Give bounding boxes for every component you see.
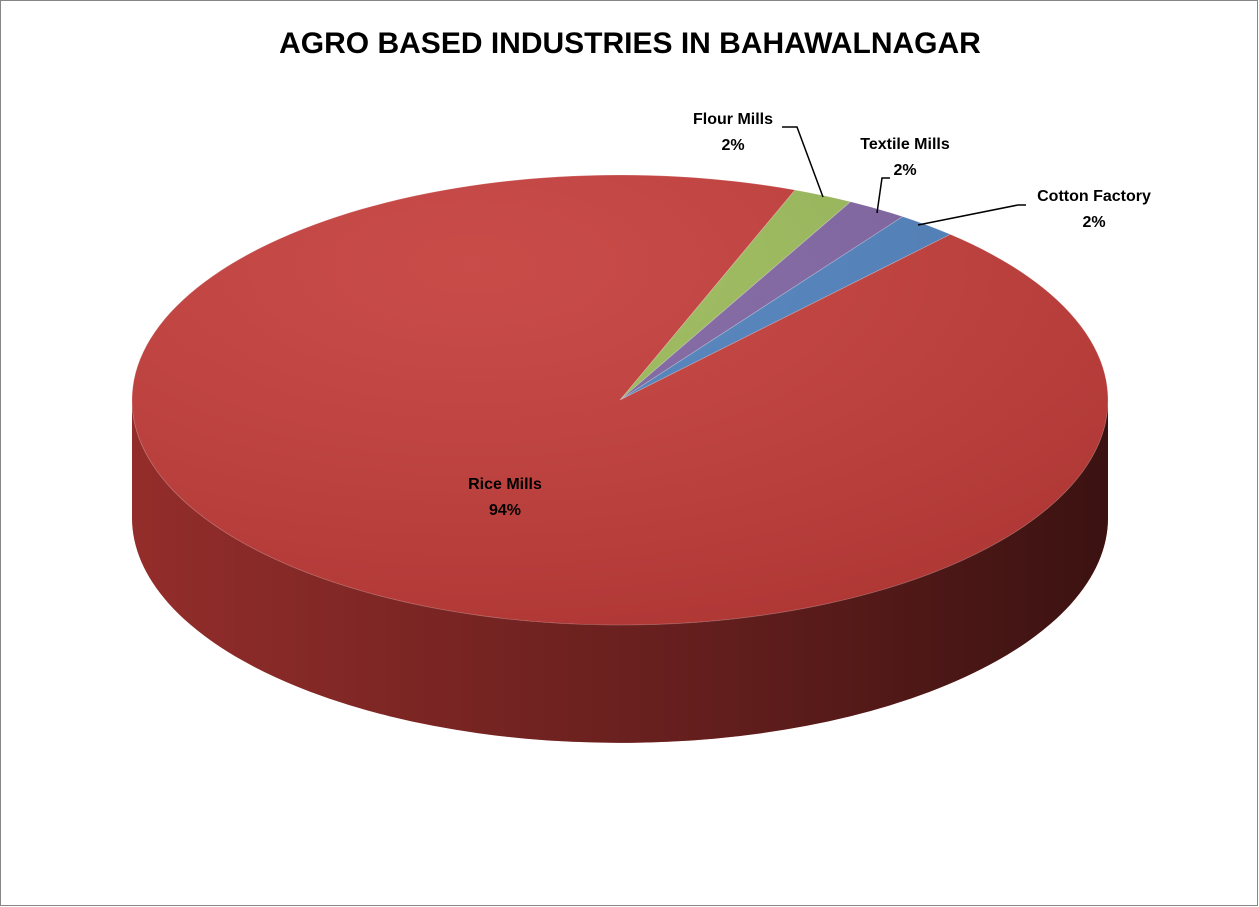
leader-line (876, 177, 890, 214)
leader-line (917, 204, 1026, 226)
slice-value-label: 2% (721, 137, 744, 154)
slice-shade (132, 175, 1108, 625)
leader-line (782, 126, 824, 198)
slice-label: Textile Mills (860, 136, 950, 153)
chart-title: AGRO BASED INDUSTRIES IN BAHAWALNAGAR (279, 27, 981, 60)
slice-label: Rice Mills (468, 476, 542, 493)
slice-side-shade (132, 400, 1108, 743)
slice-value-label: 94% (489, 502, 521, 519)
slice-label: Cotton Factory (1037, 188, 1151, 205)
slice-value-label: 2% (893, 162, 916, 179)
slice-label: Flour Mills (693, 111, 773, 128)
slice-value-label: 2% (1082, 214, 1105, 231)
